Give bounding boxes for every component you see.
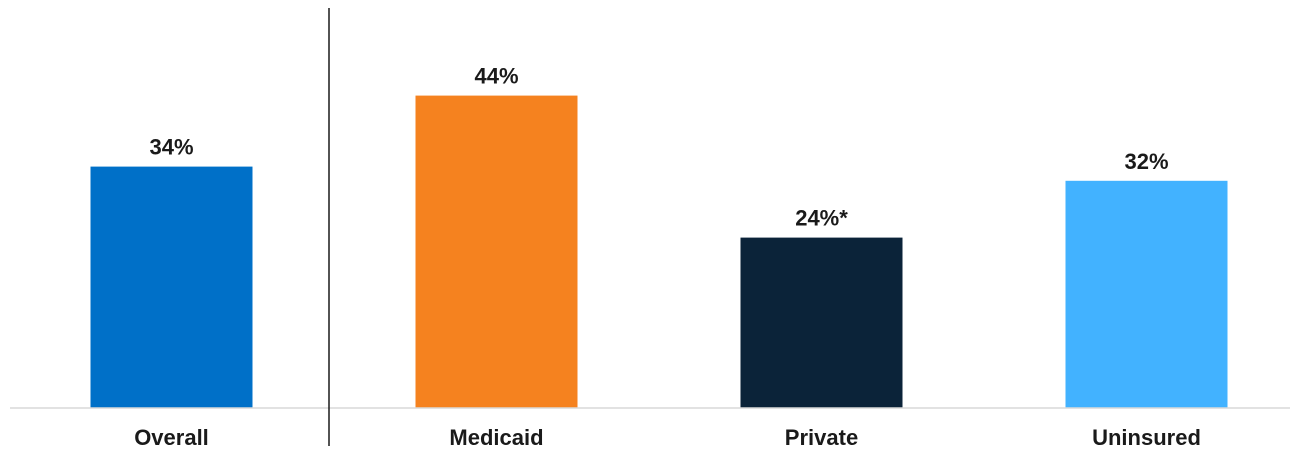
bars-layer <box>90 95 1228 408</box>
category-label-overall: Overall <box>134 425 209 450</box>
bar-private <box>740 237 903 408</box>
labels-layer: 34% Overall 44% Medicaid 24%* Private 32% Unins… <box>134 64 1201 450</box>
bar-medicaid <box>415 95 578 408</box>
data-label-uninsured: 32% <box>1124 149 1168 174</box>
data-label-private: 24%* <box>795 206 848 231</box>
data-label-medicaid: 44% <box>474 64 518 89</box>
data-label-overall: 34% <box>149 135 193 160</box>
category-label-private: Private <box>785 425 858 450</box>
bar-uninsured <box>1065 180 1228 408</box>
category-label-uninsured: Uninsured <box>1092 425 1201 450</box>
category-label-medicaid: Medicaid <box>449 425 543 450</box>
bar-overall <box>90 166 253 408</box>
